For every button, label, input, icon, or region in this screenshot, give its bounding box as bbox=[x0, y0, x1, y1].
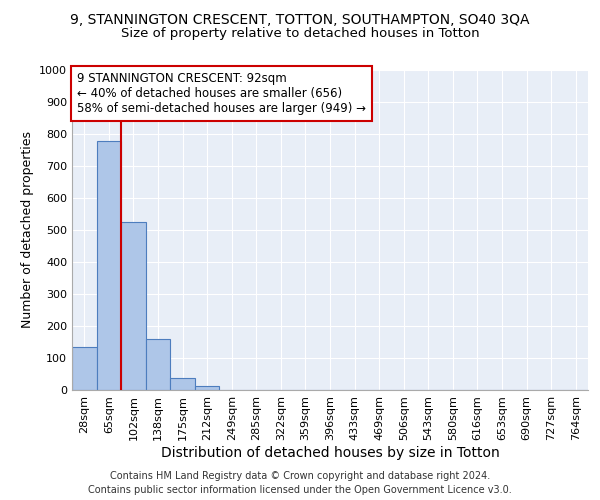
Y-axis label: Number of detached properties: Number of detached properties bbox=[20, 132, 34, 328]
Text: Size of property relative to detached houses in Totton: Size of property relative to detached ho… bbox=[121, 28, 479, 40]
Bar bbox=[121, 222, 146, 390]
Text: 9, STANNINGTON CRESCENT, TOTTON, SOUTHAMPTON, SO40 3QA: 9, STANNINGTON CRESCENT, TOTTON, SOUTHAM… bbox=[70, 12, 530, 26]
Text: 9 STANNINGTON CRESCENT: 92sqm
← 40% of detached houses are smaller (656)
58% of : 9 STANNINGTON CRESCENT: 92sqm ← 40% of d… bbox=[77, 72, 366, 114]
Bar bbox=[97, 141, 121, 390]
Text: Contains HM Land Registry data © Crown copyright and database right 2024.
Contai: Contains HM Land Registry data © Crown c… bbox=[88, 471, 512, 495]
Bar bbox=[146, 340, 170, 390]
X-axis label: Distribution of detached houses by size in Totton: Distribution of detached houses by size … bbox=[161, 446, 499, 460]
Bar bbox=[72, 348, 97, 390]
Bar bbox=[195, 386, 220, 390]
Bar bbox=[170, 378, 195, 390]
